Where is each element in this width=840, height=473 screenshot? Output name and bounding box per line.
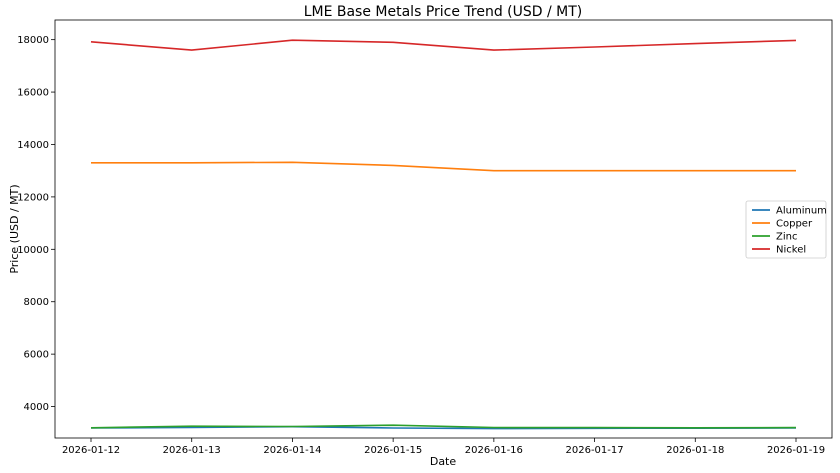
x-axis-label: Date [430, 455, 457, 468]
series-lines [90, 39, 797, 430]
x-tick-label: 2026-01-16 [465, 445, 523, 456]
y-tick-label: 18000 [17, 35, 49, 46]
series-line-copper [91, 161, 796, 172]
y-tick-label: 4000 [24, 402, 49, 413]
x-tick-label: 2026-01-17 [566, 445, 624, 456]
x-tick-label: 2026-01-13 [163, 445, 221, 456]
y-tick-label: 6000 [24, 350, 49, 361]
chart-title: LME Base Metals Price Trend (USD / MT) [304, 4, 583, 20]
x-tick-label: 2026-01-18 [666, 445, 724, 456]
x-tick-label: 2026-01-14 [263, 445, 321, 456]
legend-label-copper: Copper [776, 219, 813, 230]
legend-label-zinc: Zinc [776, 232, 797, 243]
series-line-zinc [90, 424, 797, 429]
plot-area [54, 19, 833, 439]
legend: Aluminum Copper Zinc Nickel [745, 200, 827, 259]
legend-label-nickel: Nickel [776, 245, 806, 256]
y-axis-label: Price (USD / MT) [8, 184, 21, 273]
y-tick-label: 8000 [24, 297, 49, 308]
y-tick-label: 10000 [17, 245, 49, 256]
y-tick-label: 14000 [17, 140, 49, 151]
series-line-nickel [90, 39, 797, 51]
x-tick-label: 2026-01-15 [364, 445, 422, 456]
y-axis: 4000 6000 8000 10000 12000 14000 16000 18000 [17, 35, 55, 413]
x-tick-label: 2026-01-12 [62, 445, 120, 456]
legend-frame [745, 200, 827, 259]
y-tick-label: 12000 [17, 192, 49, 203]
y-tick-label: 16000 [17, 88, 49, 99]
x-tick-label: 2026-01-19 [767, 445, 825, 456]
x-axis: 2026-01-12 2026-01-13 2026-01-14 2026-01-15… [62, 438, 825, 456]
legend-label-aluminum: Aluminum [776, 206, 827, 217]
